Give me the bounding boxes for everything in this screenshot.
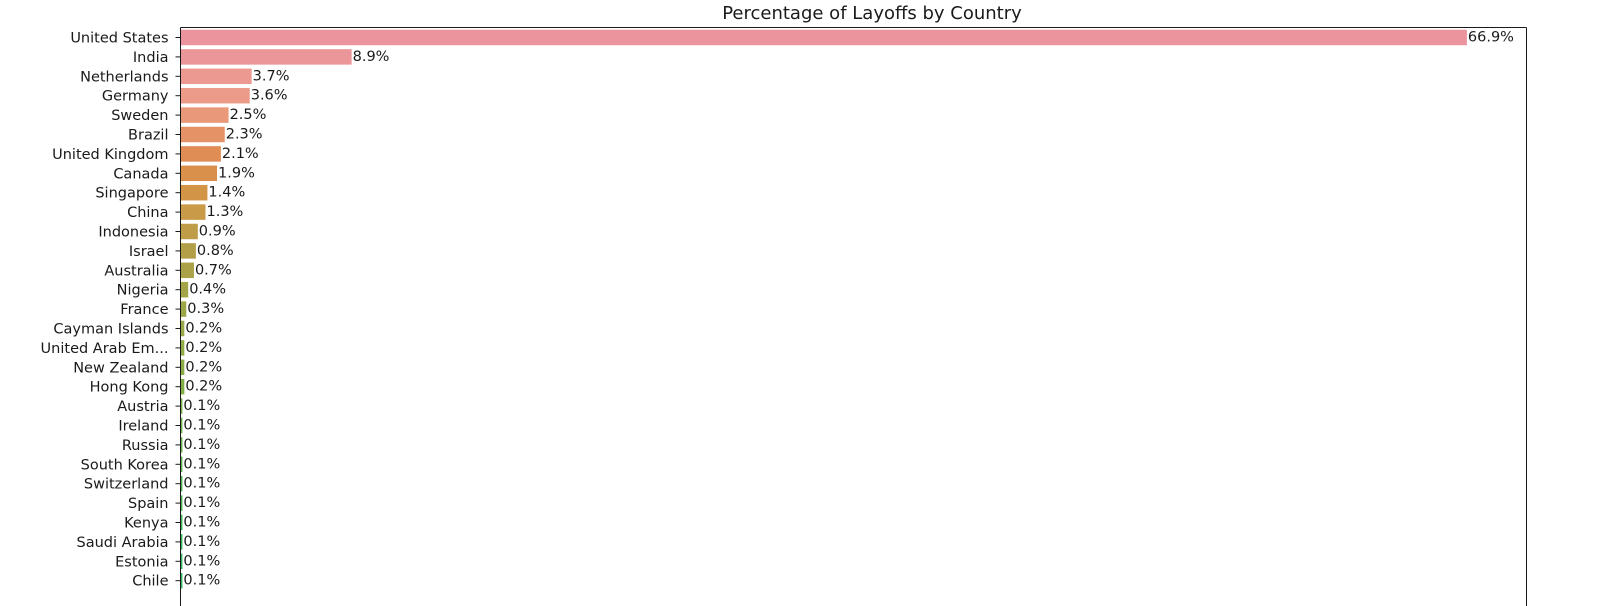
data-label-8: 1.4%	[208, 185, 245, 201]
data-label-23: 0.1%	[183, 476, 220, 492]
bar-28	[180, 572, 183, 589]
bar-21	[180, 437, 183, 453]
ticks-layer	[175, 37, 181, 582]
bars-layer	[180, 29, 1467, 589]
y-tick-label-27: Estonia	[115, 554, 168, 570]
bar-16	[180, 340, 185, 356]
y-tick-label-11: Israel	[129, 244, 169, 260]
data-label-13: 0.4%	[189, 282, 226, 298]
labels-layer: United States 66.9% India 8.9% Netherlands 3.…	[41, 30, 1514, 590]
data-label-15: 0.2%	[185, 321, 222, 337]
y-tick-label-5: Brazil	[128, 128, 168, 144]
bar-8	[180, 184, 208, 201]
bar-17	[180, 359, 185, 376]
data-label-25: 0.1%	[183, 515, 220, 531]
y-tick-label-17: New Zealand	[73, 360, 168, 376]
y-tick-label-19: Austria	[117, 399, 168, 415]
y-tick-label-13: Nigeria	[117, 283, 169, 299]
data-label-16: 0.2%	[185, 340, 222, 356]
bar-11	[180, 243, 196, 259]
bar-9	[180, 204, 206, 220]
data-label-1: 8.9%	[353, 49, 390, 65]
data-label-21: 0.1%	[183, 437, 220, 453]
data-label-27: 0.1%	[183, 553, 220, 569]
data-label-4: 2.5%	[230, 107, 267, 123]
bar-13	[180, 281, 189, 298]
data-label-12: 0.7%	[195, 262, 232, 278]
data-label-7: 1.9%	[218, 165, 255, 181]
data-label-24: 0.1%	[183, 495, 220, 511]
bar-3	[180, 87, 250, 104]
data-label-17: 0.2%	[185, 359, 222, 375]
data-label-19: 0.1%	[183, 398, 220, 414]
y-tick-label-15: Cayman Islands	[53, 322, 168, 338]
bar-27	[180, 553, 183, 570]
data-label-2: 3.7%	[253, 68, 290, 84]
chart-title: Percentage of Layoffs by Country	[722, 3, 1022, 24]
bar-1	[180, 49, 352, 65]
bar-12	[180, 262, 194, 279]
y-tick-label-20: Ireland	[118, 419, 168, 435]
bar-15	[180, 320, 185, 337]
bar-6	[180, 146, 221, 162]
data-label-22: 0.1%	[183, 456, 220, 472]
y-tick-label-28: Chile	[132, 574, 168, 590]
bar-7	[180, 165, 218, 182]
data-label-20: 0.1%	[183, 418, 220, 434]
y-tick-label-8: Singapore	[95, 186, 168, 202]
bar-5	[180, 126, 225, 143]
y-tick-label-12: Australia	[104, 263, 168, 279]
bar-24	[180, 495, 183, 511]
y-tick-label-1: India	[133, 50, 169, 66]
y-tick-label-7: Canada	[113, 166, 168, 182]
y-tick-label-16: United Arab Em...	[41, 341, 169, 357]
data-label-6: 2.1%	[222, 146, 259, 162]
y-tick-label-26: Saudi Arabia	[76, 535, 168, 551]
y-tick-label-10: Indonesia	[98, 225, 168, 241]
bar-18	[180, 378, 185, 395]
y-tick-label-0: United States	[70, 31, 168, 47]
bar-23	[180, 475, 183, 492]
y-tick-label-9: China	[127, 205, 168, 221]
bar-2	[180, 68, 252, 85]
bar-4	[180, 107, 229, 123]
data-label-28: 0.1%	[183, 573, 220, 589]
data-label-9: 1.3%	[206, 204, 243, 220]
data-label-10: 0.9%	[199, 224, 236, 240]
bar-10	[180, 223, 198, 240]
data-label-0: 66.9%	[1468, 30, 1514, 46]
y-tick-label-2: Netherlands	[80, 69, 168, 85]
bar-19	[180, 398, 183, 414]
bar-20	[180, 417, 183, 434]
bar-25	[180, 514, 183, 531]
data-label-3: 3.6%	[251, 88, 288, 104]
bar-26	[180, 534, 183, 550]
bar-14	[180, 301, 187, 317]
y-tick-label-6: United Kingdom	[52, 147, 168, 163]
y-tick-label-14: France	[120, 302, 168, 318]
data-label-18: 0.2%	[185, 379, 222, 395]
y-tick-label-21: Russia	[122, 438, 169, 454]
data-label-26: 0.1%	[183, 534, 220, 550]
data-label-5: 2.3%	[226, 127, 263, 143]
y-tick-label-22: South Korea	[81, 457, 169, 473]
y-tick-label-25: Kenya	[124, 516, 168, 532]
data-label-14: 0.3%	[187, 301, 224, 317]
data-label-11: 0.8%	[197, 243, 234, 259]
y-tick-label-18: Hong Kong	[90, 380, 169, 396]
y-tick-label-3: Germany	[102, 89, 169, 105]
y-tick-label-24: Spain	[128, 496, 169, 512]
y-tick-label-4: Sweden	[111, 108, 168, 124]
bar-22	[180, 456, 183, 473]
bar-0	[180, 29, 1467, 46]
y-tick-label-23: Switzerland	[84, 477, 169, 493]
